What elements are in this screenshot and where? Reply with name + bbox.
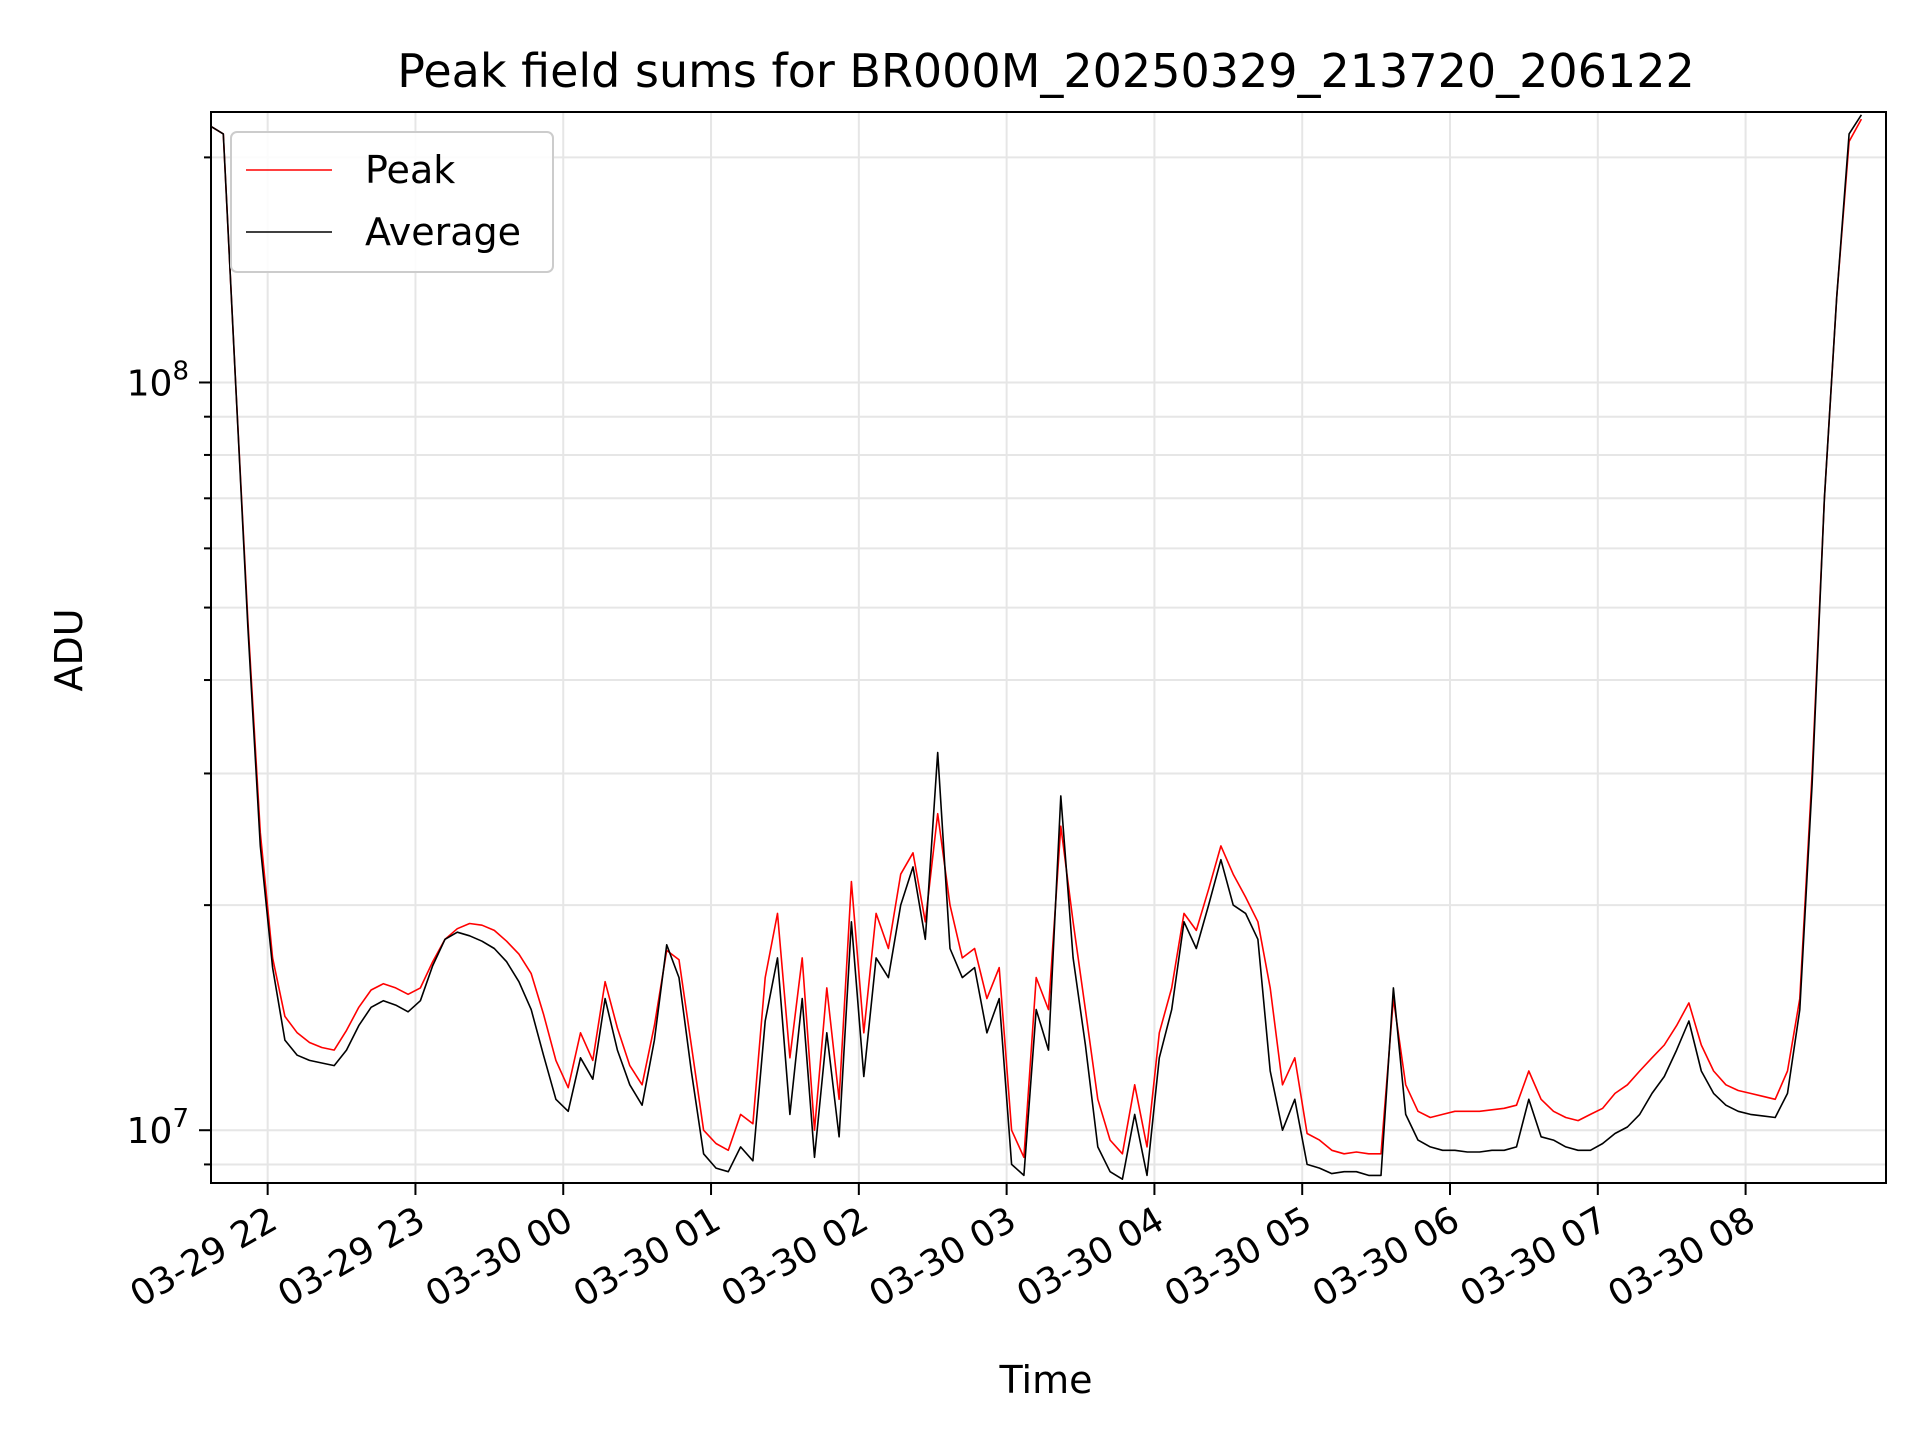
x-axis-label: Time <box>999 1358 1093 1402</box>
chart-title: Peak field sums for BR000M_20250329_2137… <box>397 44 1694 98</box>
y-axis-label: ADU <box>47 608 91 691</box>
legend-label-peak: Peak <box>365 148 455 192</box>
legend: Peak Average <box>230 131 554 273</box>
plot-frame <box>210 111 1887 1184</box>
legend-label-average: Average <box>365 210 521 254</box>
y-tick-label: 107 <box>127 1104 189 1152</box>
series-line-peak <box>210 118 1863 1159</box>
y-tick-label: 108 <box>127 356 189 404</box>
y-ticks: 107 108 <box>127 156 211 1166</box>
legend-box <box>230 131 554 273</box>
series-line-average <box>210 114 1863 1180</box>
grid-lines <box>211 112 1886 1183</box>
series-lines <box>210 114 1863 1180</box>
